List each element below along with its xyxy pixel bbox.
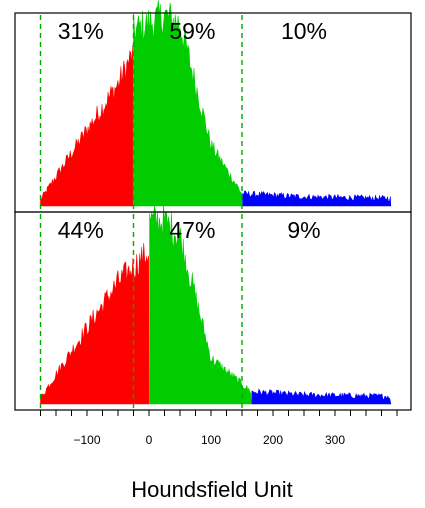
x-tick-label: 300 [325, 433, 345, 447]
histogram-panel-top: 31% 59% 10% [14, 0, 412, 213]
histogram-region-mid [133, 0, 243, 207]
histogram-region-low [40, 44, 134, 207]
x-tick-label: 100 [201, 433, 221, 447]
panel-frame [14, 211, 412, 411]
histogram-region-high [242, 190, 392, 207]
percentage-label-mid: 59% [169, 18, 215, 44]
histogram-panel-bottom: 44% 47% 9% [14, 204, 412, 411]
histogram-region-high [251, 388, 392, 405]
x-axis: −100 0 100 200 300 [40, 410, 398, 447]
percentage-label-mid: 47% [169, 217, 215, 243]
x-tick-label: 0 [146, 433, 153, 447]
x-tick-label: 200 [263, 433, 283, 447]
percentage-label-high: 9% [287, 217, 320, 243]
x-axis-label: Houndsfield Unit [131, 477, 292, 502]
histogram-region-low [40, 242, 150, 405]
x-tick-label: −100 [73, 433, 100, 447]
percentage-label-low: 44% [58, 217, 104, 243]
percentage-label-low: 31% [58, 18, 104, 44]
percentage-label-high: 10% [281, 18, 327, 44]
